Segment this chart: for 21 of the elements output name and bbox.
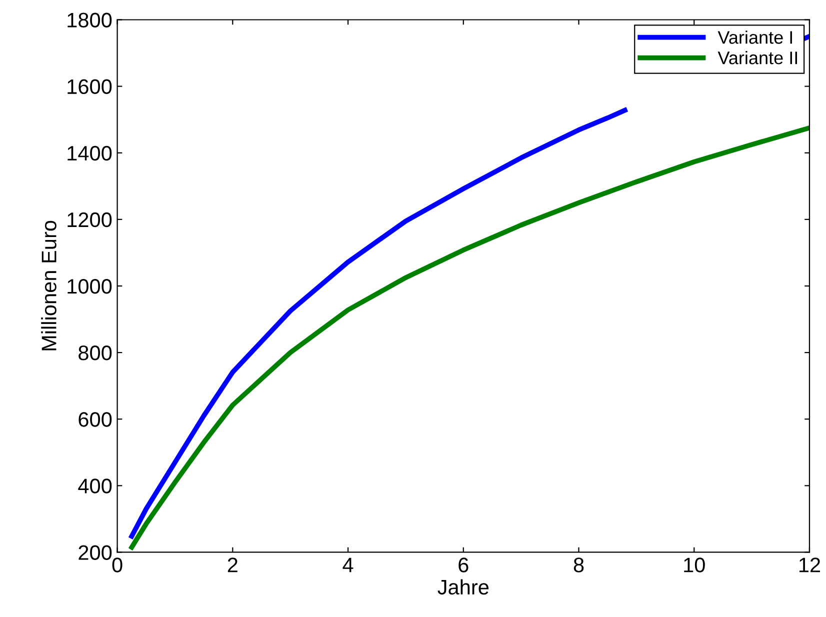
y-tick-label: 200 bbox=[78, 545, 112, 560]
x-tick-label: 0 bbox=[112, 558, 122, 572]
x-axis-title: Jahre bbox=[438, 579, 489, 595]
x-tick-label: 12 bbox=[799, 558, 820, 572]
x-tick-label: 8 bbox=[574, 558, 584, 572]
y-tick-label: 400 bbox=[78, 478, 112, 494]
legend-label: Variante II bbox=[718, 51, 797, 64]
y-tick-label: 600 bbox=[78, 412, 112, 427]
y-tick-label: 1800 bbox=[68, 12, 112, 28]
y-tick-label: 1000 bbox=[68, 278, 112, 294]
y-tick-label: 800 bbox=[78, 346, 112, 360]
y-tick-label: 1600 bbox=[68, 79, 112, 94]
y-tick-label: 1400 bbox=[68, 146, 112, 161]
x-tick-label: 10 bbox=[684, 558, 705, 572]
x-tick-label: 2 bbox=[228, 558, 238, 572]
y-axis-title: Millionen Euro bbox=[41, 220, 56, 350]
y-tick-label: 1200 bbox=[68, 212, 112, 228]
line-series bbox=[129, 125, 810, 550]
x-tick-label: 6 bbox=[458, 558, 468, 572]
x-tick-label: 4 bbox=[342, 558, 354, 572]
legend-label: Variante I bbox=[718, 30, 792, 44]
